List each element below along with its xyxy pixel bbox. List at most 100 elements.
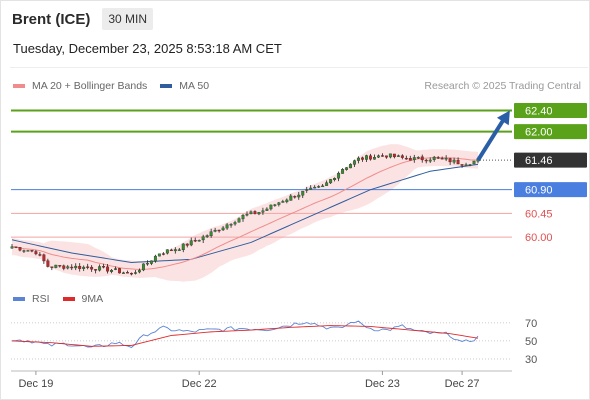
candle-body — [357, 157, 360, 161]
x-tick-label: Dec 23 — [365, 378, 400, 390]
ma20-swatch — [13, 84, 25, 88]
candle-body — [193, 239, 197, 242]
candle-body — [321, 185, 325, 188]
candle-body — [365, 155, 368, 160]
candle-body — [30, 250, 34, 252]
candle-body — [66, 266, 70, 269]
rsi-tick-30: 30 — [525, 354, 537, 366]
candle-body — [189, 240, 193, 246]
candle-body — [22, 250, 26, 252]
candle-body — [436, 157, 440, 159]
candle-body — [82, 266, 86, 269]
instrument-title: Brent (ICE) — [12, 10, 91, 28]
candle-body — [412, 157, 416, 160]
candle-body — [217, 229, 221, 232]
candle-body — [98, 266, 102, 271]
price-legend: MA 20 + Bollinger Bands MA 50 — [13, 80, 222, 92]
candle-body — [325, 182, 329, 186]
candle-body — [349, 164, 352, 169]
candle-body — [297, 194, 301, 198]
candle-body — [70, 266, 74, 269]
legend-item-9ma: 9MA — [62, 293, 103, 305]
x-tick-label: Dec 27 — [445, 378, 480, 390]
candle-body — [420, 156, 424, 161]
candle-body — [293, 196, 297, 198]
candle-body — [233, 222, 237, 225]
candle-body — [138, 270, 141, 273]
candle-body — [444, 158, 448, 160]
level-label-60.90: 60.90 — [525, 185, 553, 197]
candle-body — [464, 164, 468, 166]
candle-body — [432, 156, 436, 160]
level-label-60.00: 60.00 — [525, 232, 553, 244]
level-tag-60.90 — [514, 182, 587, 198]
candle-body — [345, 167, 349, 170]
candle-body — [153, 255, 157, 262]
candle-body — [209, 231, 213, 237]
candle-body — [309, 187, 313, 190]
level-label-62.40: 62.40 — [525, 106, 553, 118]
candle-body — [428, 159, 432, 162]
candle-body — [369, 155, 372, 160]
candle-body — [245, 214, 249, 216]
candle-body — [341, 169, 345, 174]
candle-body — [126, 272, 129, 274]
candle-body — [460, 164, 464, 166]
candle-body — [94, 269, 98, 271]
legend-item-ma50: MA 50 — [160, 80, 209, 92]
level-label-62.00: 62.00 — [525, 127, 553, 139]
candle-body — [181, 243, 185, 251]
candle-body — [114, 268, 118, 270]
timeframe-badge[interactable]: 30 MIN — [102, 8, 154, 30]
candle-body — [392, 153, 396, 158]
candle-body — [78, 265, 82, 269]
level-tag-62.00 — [514, 124, 587, 140]
candle-body — [404, 157, 408, 160]
candle-body — [372, 157, 376, 160]
candle-body — [337, 172, 341, 179]
candle-body — [396, 155, 400, 157]
rsi-tick-70: 70 — [525, 318, 537, 330]
legend-item-rsi: RSI — [13, 293, 50, 305]
chart-header: Brent (ICE) 30 MIN — [12, 7, 154, 31]
legend-item-ma20: MA 20 + Bollinger Bands — [13, 80, 147, 92]
candle-body — [46, 260, 50, 267]
candle-body — [130, 272, 133, 275]
candle-body — [277, 202, 281, 205]
candle-body — [440, 158, 444, 160]
candle-body — [333, 178, 337, 181]
candle-body — [110, 269, 114, 272]
candle-body — [384, 155, 388, 158]
timestamp: Tuesday, December 23, 2025 8:53:18 AM CE… — [13, 41, 282, 56]
candle-body — [305, 189, 309, 191]
candle-body — [58, 265, 62, 267]
ma20-label: MA 20 + Bollinger Bands — [32, 80, 148, 92]
candle-body — [213, 229, 217, 232]
candle-body — [106, 266, 110, 272]
candle-body — [456, 159, 460, 165]
candle-body — [221, 227, 225, 231]
candle-body — [281, 201, 285, 203]
ma9-swatch — [62, 297, 75, 301]
candle-body — [201, 236, 205, 241]
candle-body — [257, 211, 261, 215]
candle-body — [408, 158, 412, 161]
candle-body — [361, 157, 364, 160]
candle-body — [149, 260, 153, 264]
x-tick-label: Dec 22 — [182, 378, 217, 390]
candle-body — [424, 159, 428, 162]
candle-body — [285, 199, 289, 203]
candle-body — [380, 155, 384, 157]
watermark: Research © 2025 Trading Central — [424, 80, 581, 92]
candle-body — [448, 158, 452, 163]
candle-body — [173, 249, 177, 252]
candle-body — [205, 235, 209, 238]
rsi-tick-50: 50 — [525, 336, 537, 348]
candle-body — [118, 268, 121, 274]
level-tag-61.46 — [514, 152, 587, 168]
candle-body — [452, 159, 456, 163]
x-tick-label: Dec 19 — [18, 378, 53, 390]
level-label-60.45: 60.45 — [525, 208, 553, 220]
candle-body — [141, 263, 145, 271]
